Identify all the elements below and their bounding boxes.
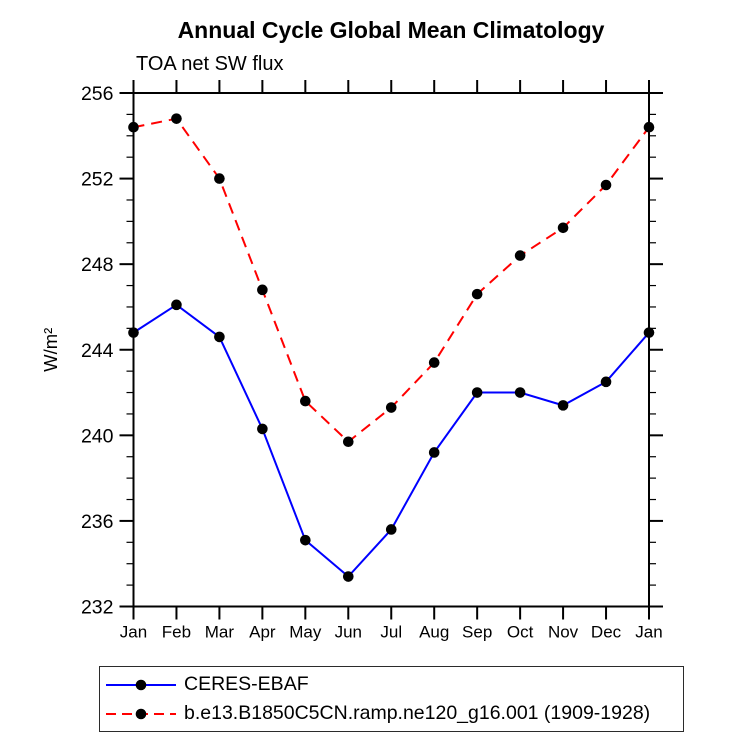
x-tick-label: Feb [162,623,191,642]
series-marker [171,113,182,124]
legend-sample-marker [135,679,147,690]
series-marker [257,284,268,296]
legend-label: CERES-EBAF [184,673,309,695]
series-marker [385,524,397,535]
x-tick-label: Aug [419,623,449,642]
x-tick-label: Jul [380,623,402,642]
plot-svg: 232 236 240 244 248 252 256 Jan Feb Mar Apr May Jun J… [40,80,663,642]
series-marker [600,179,612,191]
series-marker [214,173,225,184]
y-tick-label: 240 [81,425,114,447]
series-marker [514,387,526,398]
x-tick-label: Apr [249,623,276,642]
y-tick-label: 256 [81,83,114,105]
series-marker [428,357,440,368]
y-tick-label: 232 [81,597,114,619]
y-tick-label: 248 [81,254,114,276]
y-axis-title: W/m² [40,328,61,372]
series-marker [342,571,354,582]
series-marker [643,327,655,338]
series-marker [300,395,311,407]
series-marker [128,121,139,133]
series-marker [557,400,569,411]
x-tick-label: Dec [591,623,622,642]
series-line-1 [133,117,650,444]
x-tick-label: Sep [462,623,492,642]
x-tick-label: May [289,623,322,642]
legend-sample-solid-line [106,679,176,690]
series-marker [600,376,612,388]
series-marker [214,331,225,343]
series-marker [128,327,139,338]
series-marker [428,447,440,458]
series-line-0 [132,303,650,578]
series-marker [514,250,526,261]
legend-sample-dashed-line [106,708,176,719]
series-marker [471,387,483,398]
x-tick-label: Jun [335,623,362,642]
y-tick-label: 252 [81,169,114,191]
series-marker [342,436,354,448]
legend-sample-marker [135,708,147,719]
plot-frame [132,92,650,608]
legend-item-model: b.e13.B1850C5CN.ramp.ne120_g16.001 (1909… [104,699,683,728]
series-marker [300,534,311,546]
legend: CERES-EBAF b.e13.B1850C5CN.ramp.ne120_g1… [99,666,684,732]
series-marker [471,288,483,300]
series-marker [643,121,655,133]
series-marker [171,299,182,311]
legend-label: b.e13.B1850C5CN.ramp.ne120_g16.001 (1909… [184,702,651,724]
y-tick-label: 244 [81,340,114,362]
x-tick-label: Jan [120,623,147,642]
chart-subtitle: TOA net SW flux [136,53,284,75]
x-tick-label: Jan [635,623,662,642]
legend-item-ceres: CERES-EBAF [104,670,683,699]
x-tick-label: Oct [507,623,534,642]
series-marker [385,402,397,413]
x-tick-label: Mar [205,623,235,642]
series-marker [257,423,268,435]
y-tick-label: 236 [81,511,114,533]
series-marker [557,222,569,234]
x-tick-label: Nov [548,623,579,642]
chart-title: Annual Cycle Global Mean Climatology [177,17,605,43]
